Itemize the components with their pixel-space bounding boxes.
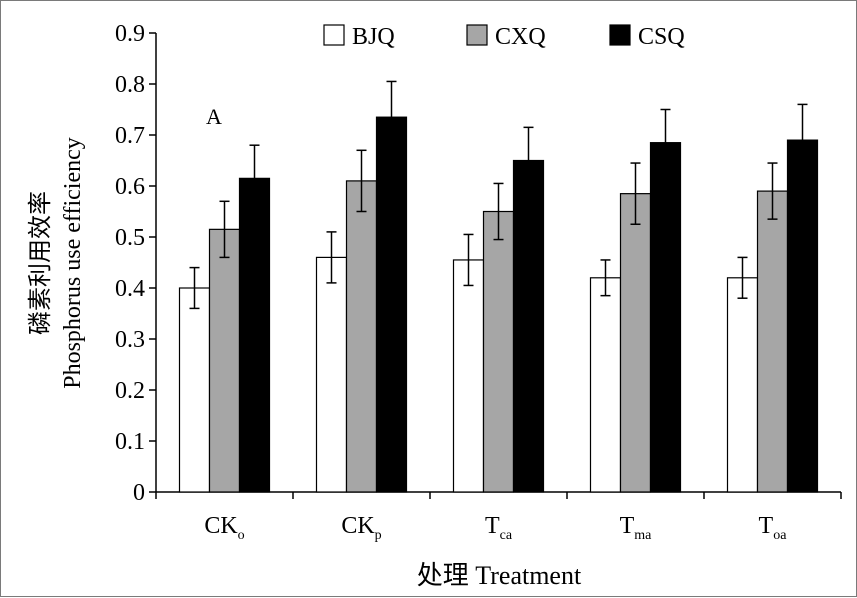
bar-cxq [208,228,241,493]
x-tick-label: Tca [485,513,513,543]
y-axis-label-english: Phosphorus use efficiency [60,137,86,389]
bar-bjq [178,287,211,493]
y-tick-label: 0.2 [115,378,145,404]
panel-label: A [206,104,222,129]
legend-label-bjq: BJQ [352,24,395,50]
y-tick-label: 0.3 [115,327,145,353]
bar-csq [512,159,545,493]
y-tick-label: 0.5 [115,225,145,251]
y-tick-label: 0.6 [115,174,145,200]
x-axis-label: 处理 Treatment [417,561,582,590]
x-tick-label: CKp [341,513,381,543]
x-tick-label: Toa [759,513,788,543]
y-tick-label: 0.1 [115,429,145,455]
y-tick-label: 0 [133,480,145,506]
y-tick-label: 0.7 [115,123,145,149]
plot-area: 0 0.1 0.2 0.3 0.4 0.5 0.6 0.7 0.8 0.9 CKo CKp Tca Tma… [115,21,842,543]
bar-cxq [482,210,515,493]
bar-csq [786,139,819,493]
bar-csq [649,142,682,493]
y-tick-label: 0.9 [115,21,145,47]
legend-label-csq: CSQ [638,24,685,50]
bar-csq [238,177,271,493]
bar-cxq [619,193,652,493]
legend-swatch-bjq [323,24,345,46]
x-tick-label: CKo [204,513,244,543]
y-tick-label: 0.8 [115,72,145,98]
bar-bjq [452,259,485,493]
legend: BJQ CXQ CSQ [323,24,685,50]
y-tick-label: 0.4 [115,276,145,302]
bar-cxq [345,180,378,493]
bar-csq [375,116,408,493]
bar-cxq [756,190,789,493]
legend-swatch-cxq [466,24,488,46]
x-tick-label: Tma [620,513,653,543]
legend-label-cxq: CXQ [495,24,546,50]
bar-bjq [726,277,759,493]
y-axis-label-chinese: 磷素利用效率 [27,191,54,335]
legend-swatch-csq [609,24,631,46]
bar-bjq [589,277,622,493]
bar-bjq [315,256,348,493]
